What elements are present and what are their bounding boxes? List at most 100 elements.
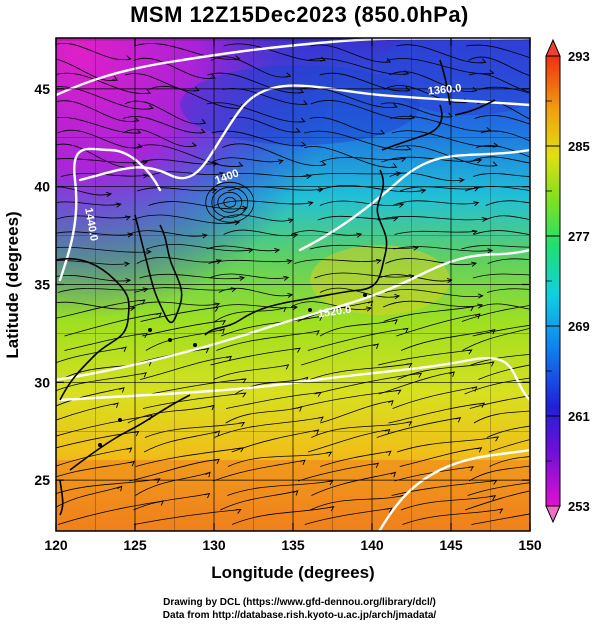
streamline-arrow (491, 161, 498, 167)
streamline-arrow (577, 130, 582, 134)
streamline (142, 392, 246, 409)
streamline-arrow (356, 232, 363, 238)
colorbar: 293 285 277 269 261 253 (545, 38, 590, 524)
streamline (469, 395, 530, 409)
coastline (439, 59, 451, 106)
streamline-arrow (391, 103, 398, 108)
y-tick-label: 25 (34, 472, 50, 488)
streamline (473, 230, 530, 236)
streamline (57, 500, 164, 525)
colorbar-max-arrow (545, 38, 561, 57)
x-tick-label: 130 (202, 537, 226, 553)
streamline-arrow (212, 306, 219, 312)
streamline (225, 406, 302, 424)
coastline (204, 169, 388, 336)
streamline (147, 171, 225, 177)
streamline-arrow (142, 173, 149, 179)
streamline-arrow (226, 355, 233, 362)
streamline-arrow (287, 292, 294, 298)
streamline (56, 387, 125, 407)
streamline (56, 372, 147, 392)
streamline (319, 287, 400, 298)
streamline (304, 507, 392, 525)
streamline (56, 201, 121, 206)
streamline (135, 471, 211, 496)
streamline (214, 416, 324, 438)
streamline-arrow (220, 320, 227, 326)
streamline-arrow (124, 261, 131, 267)
streamline (64, 332, 148, 351)
streamline (213, 364, 289, 380)
streamline (211, 130, 306, 147)
colorbar-min-arrow (545, 505, 561, 524)
streamline (486, 425, 530, 438)
x-axis: 120 125 130 135 140 145 150 (44, 38, 542, 553)
streamline (150, 378, 246, 395)
streamline (468, 73, 530, 93)
streamline-arrow (404, 86, 411, 92)
streamline-arrow (571, 430, 576, 435)
island (308, 308, 312, 312)
streamline (148, 201, 247, 210)
streamline (218, 287, 293, 297)
vortex-ring (223, 196, 237, 208)
streamline (132, 214, 240, 224)
streamline-arrow (394, 293, 401, 300)
streamline (222, 88, 307, 105)
streamline (486, 288, 530, 293)
streamline (140, 306, 218, 322)
streamline (319, 72, 410, 92)
streamline (136, 257, 222, 264)
streamline (309, 244, 418, 250)
streamline-arrow (481, 216, 488, 223)
streamline (133, 509, 241, 525)
streamline (123, 128, 197, 148)
streamline-arrow (200, 119, 207, 124)
streamline (314, 272, 414, 279)
streamline-arrow (562, 372, 567, 377)
streamline-arrow (212, 161, 219, 167)
contour-label: 1440.0 (82, 207, 100, 242)
streamline (467, 56, 530, 76)
streamline (307, 429, 390, 453)
streamline (383, 306, 474, 322)
x-tick-label: 140 (360, 537, 384, 553)
streamline (472, 273, 530, 279)
streamline-arrow (124, 215, 131, 221)
streamline-arrow (191, 142, 198, 148)
streamline-arrow (158, 500, 165, 506)
colorbar-label: 285 (568, 139, 590, 154)
streamline (294, 389, 401, 409)
streamline (227, 480, 333, 496)
streamline (389, 172, 464, 182)
streamline (301, 343, 379, 366)
streamline-arrow (112, 75, 119, 81)
streamline-arrow (141, 372, 147, 378)
streamline-arrow (468, 306, 475, 312)
streamline (473, 173, 530, 177)
streamline (214, 306, 286, 322)
streamline (128, 230, 207, 237)
streamline (310, 494, 406, 511)
streamline (381, 156, 482, 163)
streamline (290, 301, 372, 310)
streamline-arrow (219, 328, 225, 334)
streamline-arrow (375, 258, 382, 264)
streamline (391, 130, 498, 147)
streamline (56, 43, 131, 61)
streamline-arrow (296, 406, 303, 412)
streamline-arrow (459, 177, 465, 183)
streamline (148, 85, 245, 109)
streamline (319, 156, 406, 163)
streamline (209, 273, 289, 279)
streamline (461, 245, 530, 250)
streamline-arrow (487, 248, 494, 254)
streamline-arrow (373, 462, 380, 468)
height-contour (298, 148, 530, 252)
streamline (56, 431, 139, 449)
streamline-arrow (560, 350, 565, 354)
y-tick-label: 30 (34, 374, 50, 390)
streamline (210, 56, 291, 78)
streamline-arrow (384, 428, 391, 435)
